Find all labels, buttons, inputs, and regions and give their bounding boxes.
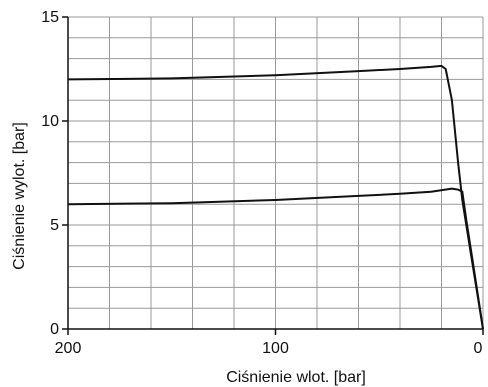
x-tick-label: 100 <box>262 340 289 357</box>
y-tick-label: 0 <box>50 321 59 338</box>
x-axis-title: Ciśnienie wlot. [bar] <box>226 369 366 386</box>
series-line-1 <box>67 64 484 330</box>
x-tick-label: 0 <box>474 340 483 357</box>
axes <box>62 16 484 335</box>
x-tick-label: 200 <box>55 340 82 357</box>
series-line-2 <box>67 187 484 330</box>
tick-labels: 0 5 10 15 200 100 0 <box>41 9 482 357</box>
grid <box>67 16 484 330</box>
series <box>67 64 484 330</box>
y-tick-label: 5 <box>50 217 59 234</box>
y-tick-label: 10 <box>41 113 59 130</box>
y-axis-title: Ciśnienie wylot. [bar] <box>11 122 28 270</box>
y-tick-label: 15 <box>41 9 59 26</box>
